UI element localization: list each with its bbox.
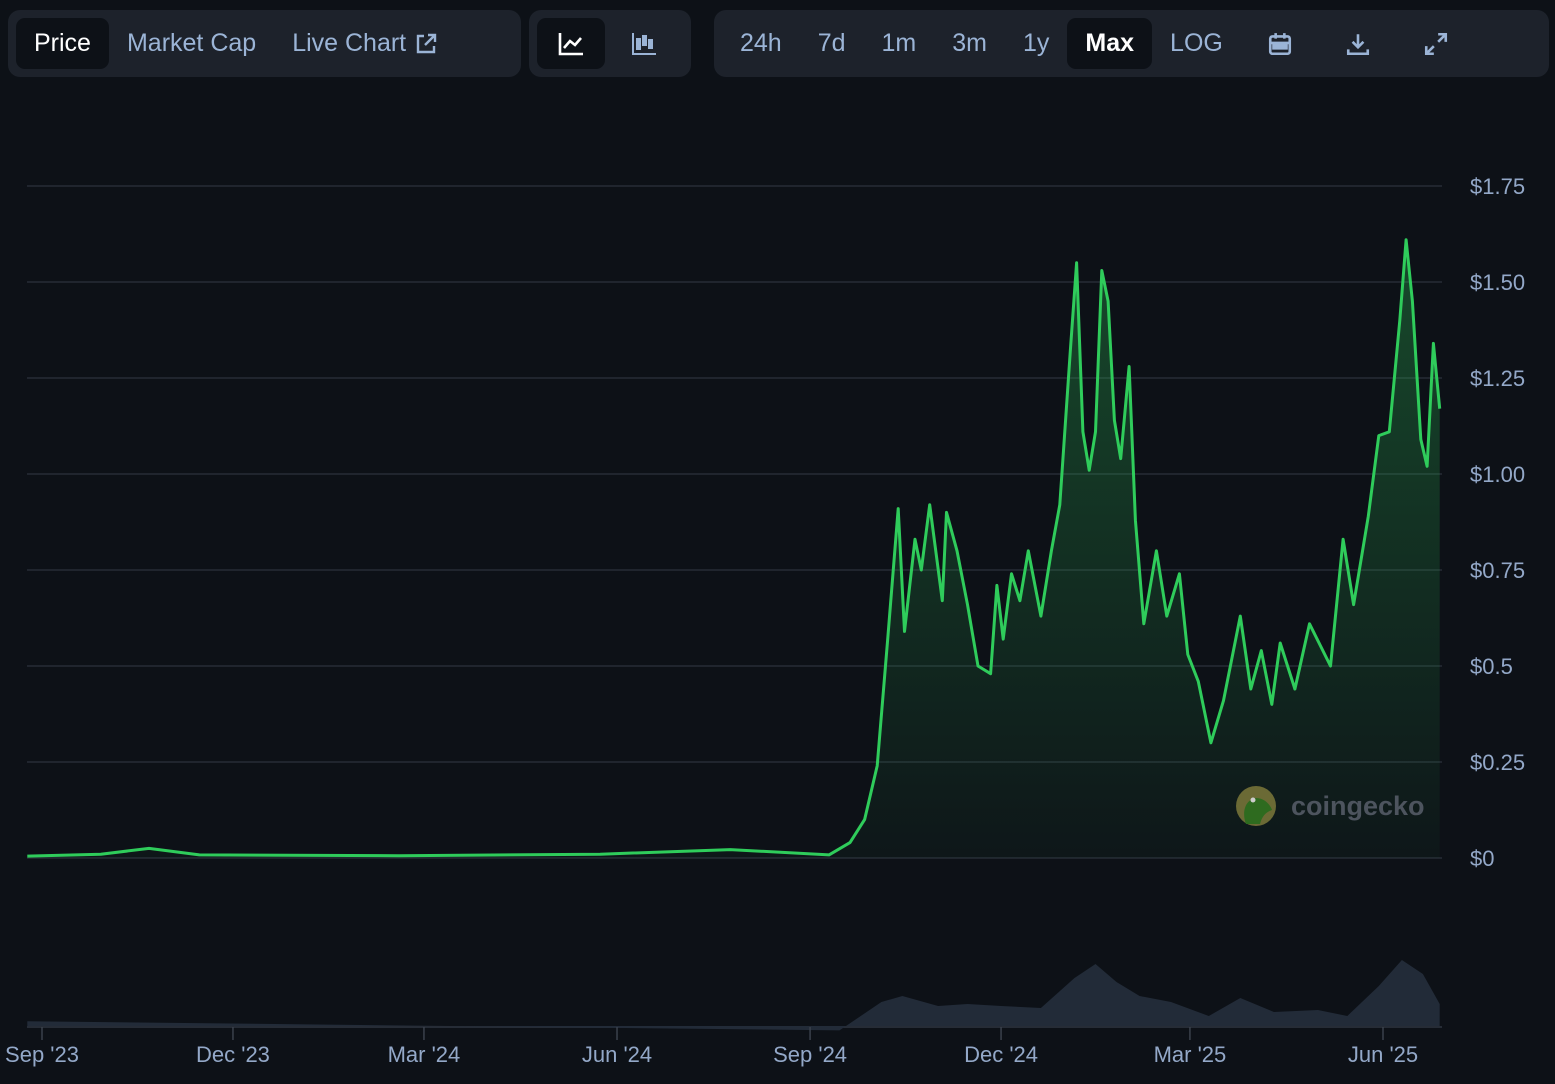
download-icon <box>1346 33 1369 55</box>
x-tick-label: Sep '23 <box>5 1042 79 1067</box>
range-7d[interactable]: 7d <box>817 29 846 57</box>
log-scale-toggle[interactable]: LOG <box>1170 29 1223 57</box>
range-1m[interactable]: 1m <box>881 29 917 57</box>
x-tick-label: Jun '24 <box>582 1042 652 1067</box>
chart-type-toggle <box>529 10 691 77</box>
x-tick-label: Dec '23 <box>196 1042 270 1067</box>
range-toolbar: 24h 7d 1m 3m 1y Max LOG <box>714 10 1549 77</box>
candlestick-chart-button[interactable] <box>605 18 683 69</box>
range-3m[interactable]: 3m <box>952 29 987 57</box>
y-tick-label: $0.5 <box>1470 654 1513 679</box>
price-chart[interactable]: coingecko $0 $0.25 $0.5 $0.75 $1.00 $1.25 $1.5… <box>0 90 1555 1084</box>
y-tick-label: $1.25 <box>1470 366 1525 391</box>
x-tick-label: Mar '25 <box>1154 1042 1227 1067</box>
volume-area <box>27 960 1440 1031</box>
range-24h[interactable]: 24h <box>740 29 782 57</box>
line-chart-icon <box>558 32 584 55</box>
price-area-fill <box>27 239 1440 859</box>
coingecko-watermark: coingecko <box>1236 786 1425 826</box>
candlestick-chart-icon <box>632 32 657 55</box>
y-tick-label: $1.00 <box>1470 462 1525 487</box>
fullscreen-icon <box>1424 32 1447 55</box>
download-button[interactable] <box>1319 18 1397 69</box>
price-line <box>27 238 1442 858</box>
x-tick-label: Mar '24 <box>388 1042 461 1067</box>
external-link-icon <box>416 33 437 53</box>
x-tick-label: Dec '24 <box>964 1042 1038 1067</box>
y-tick-label: $0 <box>1470 846 1494 871</box>
view-tabs: Price Market Cap Live Chart <box>8 10 521 77</box>
live-chart-label: Live Chart <box>292 29 407 57</box>
y-tick-label: $0.25 <box>1470 750 1525 775</box>
y-tick-label: $1.50 <box>1470 270 1525 295</box>
y-tick-label: $0.75 <box>1470 558 1525 583</box>
x-tick-label: Sep '24 <box>773 1042 847 1067</box>
watermark-text: coingecko <box>1291 791 1425 821</box>
line-chart-button[interactable] <box>537 18 606 69</box>
range-1y[interactable]: 1y <box>1023 29 1050 57</box>
y-tick-label: $1.75 <box>1470 174 1525 199</box>
x-tick-label: Jun '25 <box>1348 1042 1418 1067</box>
tab-live-chart[interactable]: Live Chart <box>274 18 456 69</box>
range-max[interactable]: Max <box>1067 18 1153 69</box>
tab-price[interactable]: Price <box>16 18 109 69</box>
fullscreen-button[interactable] <box>1397 18 1475 69</box>
calendar-button[interactable] <box>1241 18 1319 69</box>
tab-market-cap[interactable]: Market Cap <box>126 29 257 57</box>
calendar-icon <box>1268 32 1291 55</box>
